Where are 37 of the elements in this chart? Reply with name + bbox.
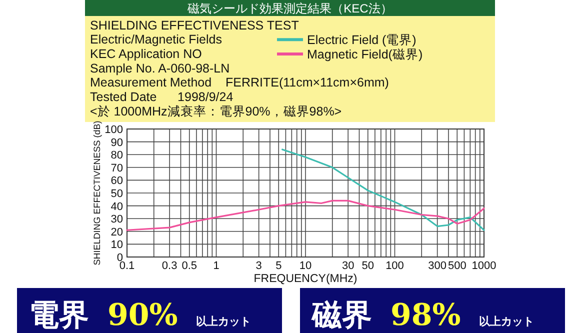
y-tick-label: 40 — [110, 200, 123, 213]
y-axis-title: SHIELDING EFFECTIVENESS (dB) — [92, 120, 102, 266]
y-tick-label: 70 — [110, 162, 123, 174]
x-tick-label: 50 — [362, 260, 374, 272]
x-tick-label: 30 — [342, 260, 354, 272]
x-axis-title: FREQUENCY(MHz) — [254, 273, 358, 285]
y-tick-label: 80 — [110, 150, 123, 162]
x-tick-label: 1000 — [472, 260, 496, 272]
x-tick-label: 0.1 — [119, 260, 135, 272]
chart-subtitle: SHIELDING EFFECTIVENESS TEST — [90, 18, 300, 32]
y-tick-label: 50 — [110, 188, 123, 200]
y-tick-label: 60 — [110, 175, 123, 188]
y-tick-label: 30 — [110, 214, 123, 226]
x-tick-label: 0.3 — [162, 260, 178, 272]
x-tick-label: 100 — [386, 260, 404, 272]
x-tick-label: 3 — [256, 260, 262, 272]
x-tick-label: 0.5 — [182, 260, 198, 272]
x-tick-label: 300 — [428, 260, 447, 272]
text: <於 1000MHz減衰率：電界90%，磁界98%> — [90, 103, 342, 118]
text: KEC Application NO — [90, 46, 202, 61]
y-tick-label: 90 — [110, 136, 123, 149]
y-tick-label: 10 — [110, 239, 123, 252]
text: Measurement Method FERRITE(11cm×11cm×6mm) — [90, 76, 389, 90]
chart-title: 磁気シールド効果測定結果（KEC法） — [186, 2, 392, 16]
legend-label: Magnetic Field(磁界) — [307, 47, 423, 62]
text: 電界 90% 以上カット — [29, 298, 252, 333]
text: Electric/Magnetic Fields — [90, 32, 222, 47]
y-tick-label: 20 — [110, 226, 123, 238]
legend-label: Electric Field (電界) — [307, 33, 416, 48]
text: Sample No. A-060-98-LN — [90, 61, 230, 76]
text: 磁界 98% 以上カット — [311, 298, 534, 333]
x-tick-label: 500 — [448, 260, 466, 272]
y-tick-label: 100 — [104, 124, 123, 136]
x-tick-label: 1 — [213, 260, 220, 272]
x-tick-label: 5 — [276, 260, 282, 272]
text: Tested Date 1998/9/24 — [90, 90, 234, 104]
x-tick-label: 10 — [299, 260, 312, 272]
